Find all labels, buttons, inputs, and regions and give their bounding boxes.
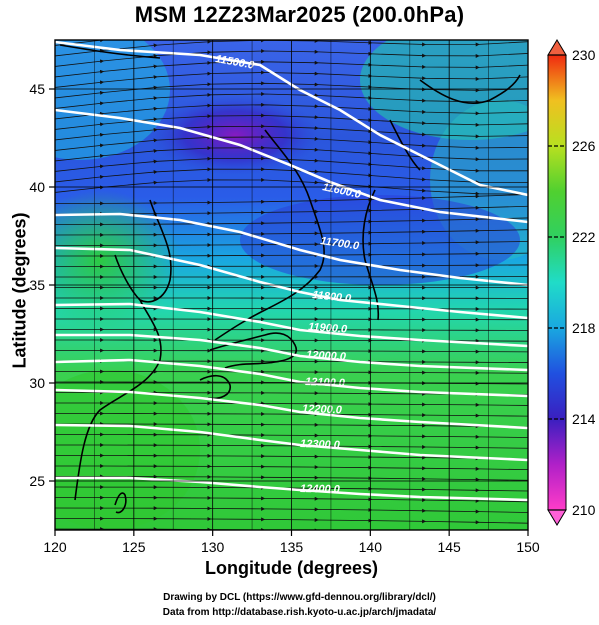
y-tick-label: 40 xyxy=(29,179,45,195)
colorbar-tick-label: 210 xyxy=(572,502,596,518)
colorbar-tick-label: 218 xyxy=(572,320,596,336)
colorbar-tick-label: 214 xyxy=(572,411,596,427)
colorbar-tick-label: 222 xyxy=(572,229,596,245)
y-axis-label: Latitude (degrees) xyxy=(9,212,30,369)
contour-label: 12200.0 xyxy=(302,403,343,416)
latitude-ticks: 25 30 35 40 45 xyxy=(29,81,55,489)
height-contour xyxy=(55,212,528,287)
colorbar-tick-label: 230 xyxy=(572,47,596,63)
y-tick-label: 35 xyxy=(29,277,45,293)
temperature-shading xyxy=(55,40,528,530)
x-tick-label: 125 xyxy=(122,539,146,555)
y-tick-label: 45 xyxy=(29,81,45,97)
colorbar-upper-arrow xyxy=(547,39,567,56)
colorbar: 210 214 218 222 226 230 xyxy=(547,39,596,526)
contour-label: 12300.0 xyxy=(300,438,341,451)
y-tick-label: 30 xyxy=(29,375,45,391)
contour-label: 11800.0 xyxy=(312,289,353,305)
x-tick-label: 150 xyxy=(516,539,540,555)
x-axis-label: Longitude (degrees) xyxy=(204,558,378,578)
x-tick-label: 140 xyxy=(359,539,383,555)
y-tick-label: 25 xyxy=(29,473,45,489)
streamline xyxy=(55,527,480,530)
contour-label: 12400.0 xyxy=(300,483,341,496)
x-tick-label: 120 xyxy=(43,539,67,555)
contour-label: 12000.0 xyxy=(306,349,347,363)
x-tick-label: 130 xyxy=(201,539,225,555)
credit-drawing: Drawing by DCL (https://www.gfd-dennou.o… xyxy=(163,592,436,603)
contour-label: 11700.0 xyxy=(320,235,361,252)
longitude-ticks: 120 125 130 135 140 145 150 xyxy=(43,530,540,555)
height-contour xyxy=(55,108,528,224)
contour-label: 11900.0 xyxy=(308,321,349,336)
x-tick-label: 145 xyxy=(437,539,461,555)
credit-data: Data from http://database.rish.kyoto-u.a… xyxy=(162,607,437,618)
height-contour xyxy=(55,40,528,197)
map-title: MSM 12Z23Mar2025 (200.0hPa) xyxy=(134,2,465,27)
colorbar-tick-label: 226 xyxy=(572,138,596,154)
x-tick-label: 135 xyxy=(280,539,304,555)
height-contour xyxy=(55,246,528,320)
lat-lon-grid xyxy=(55,40,528,530)
colorbar-lower-arrow xyxy=(547,509,567,526)
